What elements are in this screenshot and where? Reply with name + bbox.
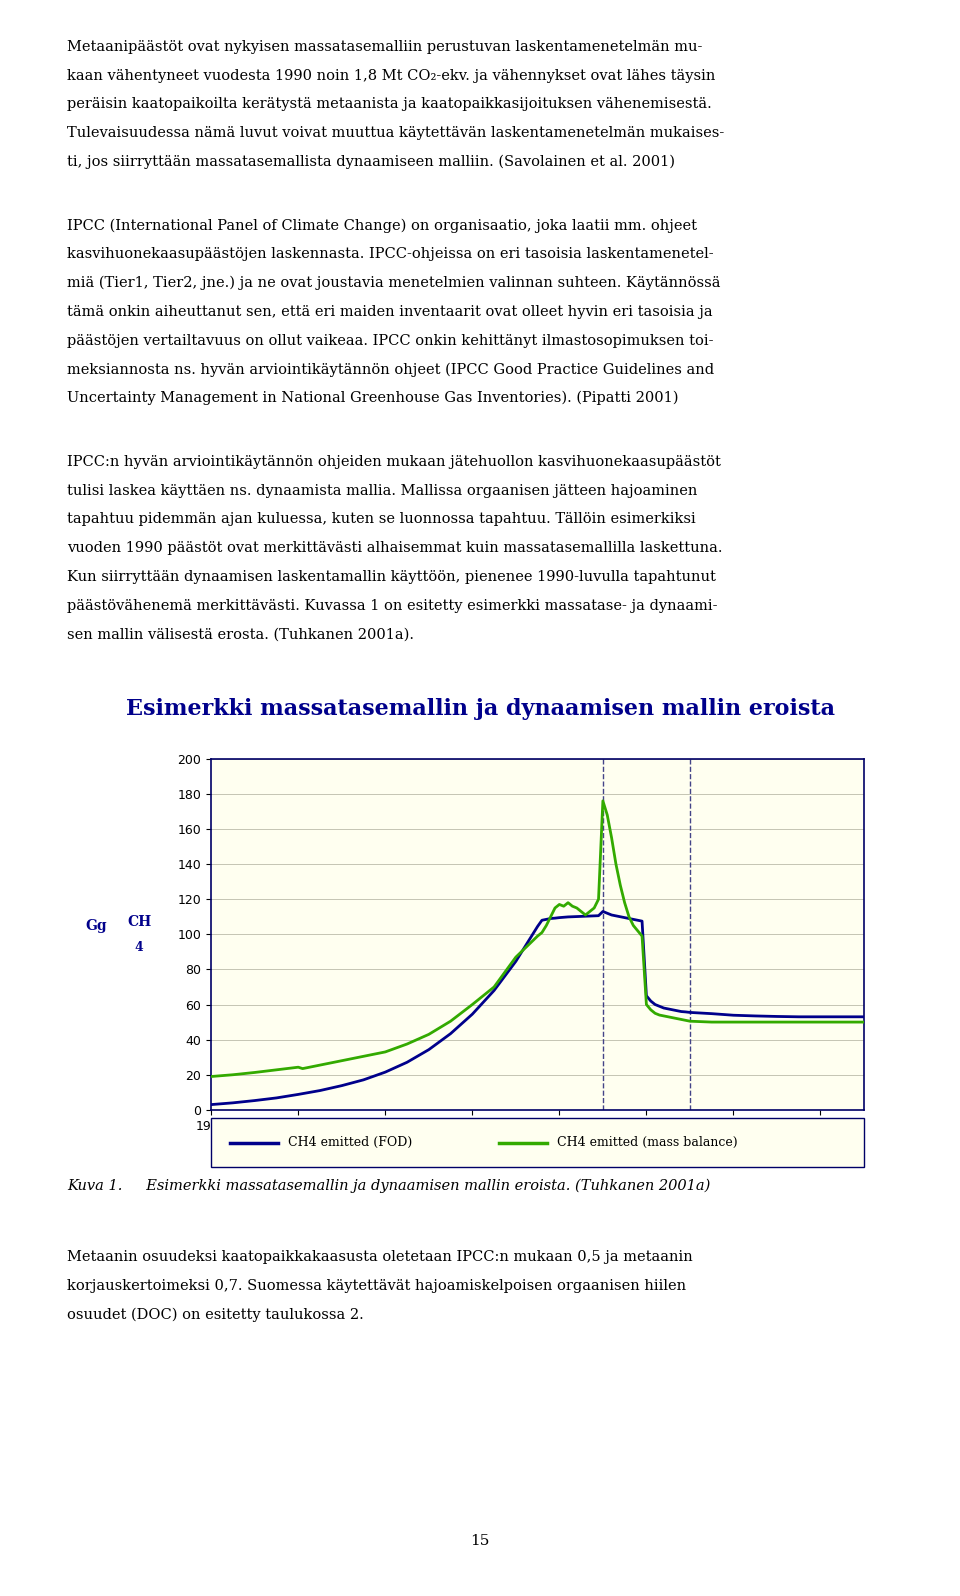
Text: Tulevaisuudessa nämä luvut voivat muuttua käytettävän laskentamenetelmän mukaise: Tulevaisuudessa nämä luvut voivat muuttu… — [67, 126, 725, 140]
Text: päästöjen vertailtavuus on ollut vaikeaa. IPCC onkin kehittänyt ilmastosopimukse: päästöjen vertailtavuus on ollut vaikeaa… — [67, 334, 713, 348]
Text: Gg: Gg — [85, 919, 107, 934]
Text: CH4 emitted (mass balance): CH4 emitted (mass balance) — [557, 1136, 737, 1149]
Text: 4: 4 — [134, 940, 144, 953]
Text: tämä onkin aiheuttanut sen, että eri maiden inventaarit ovat olleet hyvin eri ta: tämä onkin aiheuttanut sen, että eri mai… — [67, 305, 713, 319]
Text: peräisin kaatopaikoilta kerätystä metaanista ja kaatopaikkasijoituksen vähenemis: peräisin kaatopaikoilta kerätystä metaan… — [67, 97, 712, 112]
Text: Esimerkki massatasemallin ja dynaamisen mallin eroista: Esimerkki massatasemallin ja dynaamisen … — [126, 697, 834, 720]
Text: tapahtuu pidemmän ajan kuluessa, kuten se luonnossa tapahtuu. Tällöin esimerkiks: tapahtuu pidemmän ajan kuluessa, kuten s… — [67, 512, 696, 527]
Text: korjauskertoimeksi 0,7. Suomessa käytettävät hajoamiskelpoisen orgaanisen hiilen: korjauskertoimeksi 0,7. Suomessa käytett… — [67, 1278, 686, 1293]
Text: meksiannosta ns. hyvän arviointikäytännön ohjeet (IPCC Good Practice Guidelines : meksiannosta ns. hyvän arviointikäytännö… — [67, 362, 714, 377]
Text: tulisi laskea käyttäen ns. dynaamista mallia. Mallissa orgaanisen jätteen hajoam: tulisi laskea käyttäen ns. dynaamista ma… — [67, 484, 698, 498]
Text: miä (Tier1, Tier2, jne.) ja ne ovat joustavia menetelmien valinnan suhteen. Käyt: miä (Tier1, Tier2, jne.) ja ne ovat jous… — [67, 276, 721, 290]
Text: Metaanipäästöt ovat nykyisen massatasemalliin perustuvan laskentamenetelmän mu-: Metaanipäästöt ovat nykyisen massatasema… — [67, 40, 703, 54]
Text: CH4 emitted (FOD): CH4 emitted (FOD) — [288, 1136, 412, 1149]
Text: Metaanin osuudeksi kaatopaikkakaasusta oletetaan IPCC:n mukaan 0,5 ja metaanin: Metaanin osuudeksi kaatopaikkakaasusta o… — [67, 1250, 693, 1264]
Text: CH: CH — [127, 915, 152, 929]
Text: päästövähenemä merkittävästi. Kuvassa 1 on esitetty esimerkki massatase- ja dyna: päästövähenemä merkittävästi. Kuvassa 1 … — [67, 598, 718, 613]
Text: ti, jos siirryttään massatasemallista dynaamiseen malliin. (Savolainen et al. 20: ti, jos siirryttään massatasemallista dy… — [67, 155, 675, 169]
Text: Kuva 1.   Esimerkki massatasemallin ja dynaamisen mallin eroista. (Tuhkanen 2001: Kuva 1. Esimerkki massatasemallin ja dyn… — [67, 1178, 710, 1192]
Text: 15: 15 — [470, 1534, 490, 1548]
Text: kasvihuonekaasupäästöjen laskennasta. IPCC-ohjeissa on eri tasoisia laskentamene: kasvihuonekaasupäästöjen laskennasta. IP… — [67, 247, 714, 262]
Text: vuoden 1990 päästöt ovat merkittävästi alhaisemmat kuin massatasemallilla lasket: vuoden 1990 päästöt ovat merkittävästi a… — [67, 541, 723, 555]
Text: Kun siirryttään dynaamisen laskentamallin käyttöön, pienenee 1990-luvulla tapaht: Kun siirryttään dynaamisen laskentamalli… — [67, 570, 716, 584]
Text: IPCC:n hyvän arviointikäytännön ohjeiden mukaan jätehuollon kasvihuonekaasupääst: IPCC:n hyvän arviointikäytännön ohjeiden… — [67, 455, 721, 469]
Text: kaan vähentyneet vuodesta 1990 noin 1,8 Mt CO₂-ekv. ja vähennykset ovat lähes tä: kaan vähentyneet vuodesta 1990 noin 1,8 … — [67, 69, 715, 83]
Text: sen mallin välisestä erosta. (Tuhkanen 2001a).: sen mallin välisestä erosta. (Tuhkanen 2… — [67, 627, 414, 642]
Text: Uncertainty Management in National Greenhouse Gas Inventories). (Pipatti 2001): Uncertainty Management in National Green… — [67, 391, 679, 405]
Text: osuudet (DOC) on esitetty taulukossa 2.: osuudet (DOC) on esitetty taulukossa 2. — [67, 1307, 364, 1321]
Text: IPCC (International Panel of Climate Change) on organisaatio, joka laatii mm. oh: IPCC (International Panel of Climate Cha… — [67, 219, 697, 233]
